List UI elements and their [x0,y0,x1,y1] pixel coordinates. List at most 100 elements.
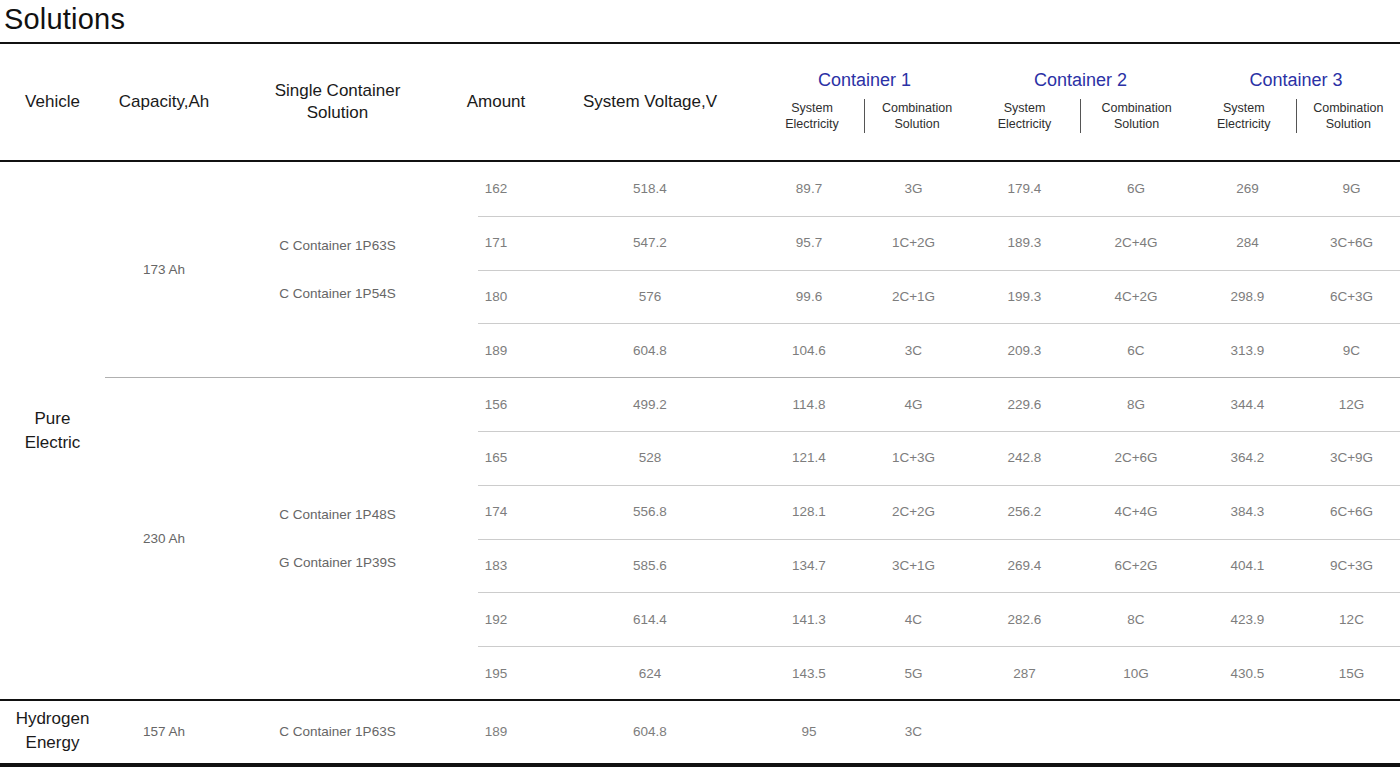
container2-combination-value: 8C [1080,592,1192,646]
container1-header-group: Container 1 System Electricity Combinati… [760,44,969,160]
voltage-value: 518.4 [540,162,760,216]
page-title: Solutions [0,0,125,38]
container1-title: Container 1 [818,70,911,90]
container3-electricity-value: 269 [1192,162,1303,216]
title-band: Solutions [0,0,1400,44]
solution-line: C Container 1P63S [279,724,395,739]
container1-subheader-electricity-label: System Electricity [769,100,855,132]
column-header-capacity-label: Capacity,Ah [119,91,209,113]
container3-electricity-value: 313.9 [1192,323,1303,377]
row-divider [478,270,1400,271]
container1-combination-value: 3C [858,323,969,377]
container3-electricity-value: 423.9 [1192,592,1303,646]
container3-combination-value: 9G [1303,162,1400,216]
container1-combination-value: 1C+2G [858,216,969,270]
container1-combination-value: 3C [858,700,969,763]
container3-electricity-value: 364.2 [1192,431,1303,485]
container3-combination-value: 3C+9G [1303,431,1400,485]
solution-cell-173ah: C Container 1P63S C Container 1P54S [223,162,452,377]
container3-subheaders: System Electricity Combination Solution [1192,99,1400,133]
container1-electricity-value: 114.8 [760,377,858,431]
solutions-page: Solutions Vehicle Capacity,Ah Single Con… [0,0,1400,769]
row-divider [478,485,1400,486]
amount-value: 189 [452,323,540,377]
container2-electricity-value: 282.6 [969,592,1080,646]
row-divider [478,431,1400,432]
container2-combination-value: 6G [1080,162,1192,216]
container3-electricity-value [1192,700,1303,763]
container1-subheader-combination-label: Combination Solution [874,100,960,132]
column-header-solution: Single Container Solution [223,44,452,160]
vehicle-cell-pure-electric: Pure Electric [0,162,105,700]
container3-subheader-electricity-label: System Electricity [1201,100,1287,132]
container3-electricity-value: 344.4 [1192,377,1303,431]
container3-combination-value: 3C+6G [1303,216,1400,270]
container2-combination-value: 8G [1080,377,1192,431]
container2-electricity-value: 209.3 [969,323,1080,377]
amount-value: 165 [452,431,540,485]
container1-combination-value: 5G [858,646,969,700]
container3-combination-value: 12G [1303,377,1400,431]
capacity-cell-230ah: 230 Ah [105,377,223,700]
container2-electricity-value: 229.6 [969,377,1080,431]
container2-subheader-combination: Combination Solution [1081,100,1192,132]
container3-header-group: Container 3 System Electricity Combinati… [1192,44,1400,160]
container1-electricity-value: 95 [760,700,858,763]
container2-combination-value: 4C+4G [1080,485,1192,539]
vehicle-label: Pure Electric [7,407,99,455]
amount-value: 171 [452,216,540,270]
capacity-label: 230 Ah [143,531,185,546]
amount-value: 180 [452,270,540,324]
container2-electricity-value: 242.8 [969,431,1080,485]
container2-header-group: Container 2 System Electricity Combinati… [969,44,1192,160]
container1-electricity-value: 143.5 [760,646,858,700]
container3-electricity-value: 284 [1192,216,1303,270]
container1-electricity-value: 99.6 [760,270,858,324]
container2-subheaders: System Electricity Combination Solution [969,99,1192,133]
container2-electricity-value: 189.3 [969,216,1080,270]
container2-electricity-value [969,700,1080,763]
solution-cell-157ah: C Container 1P63S [223,700,452,763]
container2-electricity-value: 179.4 [969,162,1080,216]
solution-cell-230ah: C Container 1P48S G Container 1P39S [223,377,452,700]
container3-subheader-combination-label: Combination Solution [1305,100,1391,132]
container3-electricity-value: 404.1 [1192,539,1303,593]
vehicle-cell-hydrogen-energy: Hydrogen Energy [0,700,105,763]
voltage-value: 499.2 [540,377,760,431]
container1-subheader-combination: Combination Solution [865,100,969,132]
container2-combination-value: 2C+6G [1080,431,1192,485]
amount-value: 162 [452,162,540,216]
container1-combination-value: 2C+2G [858,485,969,539]
container1-electricity-value: 104.6 [760,323,858,377]
container3-electricity-value: 384.3 [1192,485,1303,539]
container3-combination-value [1303,700,1400,763]
row-divider [478,646,1400,647]
column-header-amount: Amount [452,44,540,160]
column-header-solution-label: Single Container Solution [253,80,423,124]
bottom-rule [0,763,1400,767]
container1-combination-value: 1C+3G [858,431,969,485]
container2-combination-value: 10G [1080,646,1192,700]
container2-combination-value: 6C+2G [1080,539,1192,593]
column-header-amount-label: Amount [467,91,526,113]
solution-line: G Container 1P39S [279,555,396,570]
row-divider [478,216,1400,217]
voltage-value: 614.4 [540,592,760,646]
vehicle-label: Hydrogen Energy [7,707,99,755]
container1-combination-value: 4C [858,592,969,646]
container2-electricity-value: 287 [969,646,1080,700]
container3-combination-value: 6C+6G [1303,485,1400,539]
container2-combination-value: 4C+2G [1080,270,1192,324]
container1-electricity-value: 128.1 [760,485,858,539]
column-header-vehicle-label: Vehicle [25,91,80,113]
amount-value: 174 [452,485,540,539]
voltage-value: 576 [540,270,760,324]
capacity-label: 157 Ah [143,724,185,739]
container3-combination-value: 6C+3G [1303,270,1400,324]
container1-subheader-electricity: System Electricity [760,100,864,132]
container3-combination-value: 12C [1303,592,1400,646]
amount-value: 192 [452,592,540,646]
container1-subheaders: System Electricity Combination Solution [760,99,969,133]
container3-combination-value: 15G [1303,646,1400,700]
container3-electricity-value: 430.5 [1192,646,1303,700]
